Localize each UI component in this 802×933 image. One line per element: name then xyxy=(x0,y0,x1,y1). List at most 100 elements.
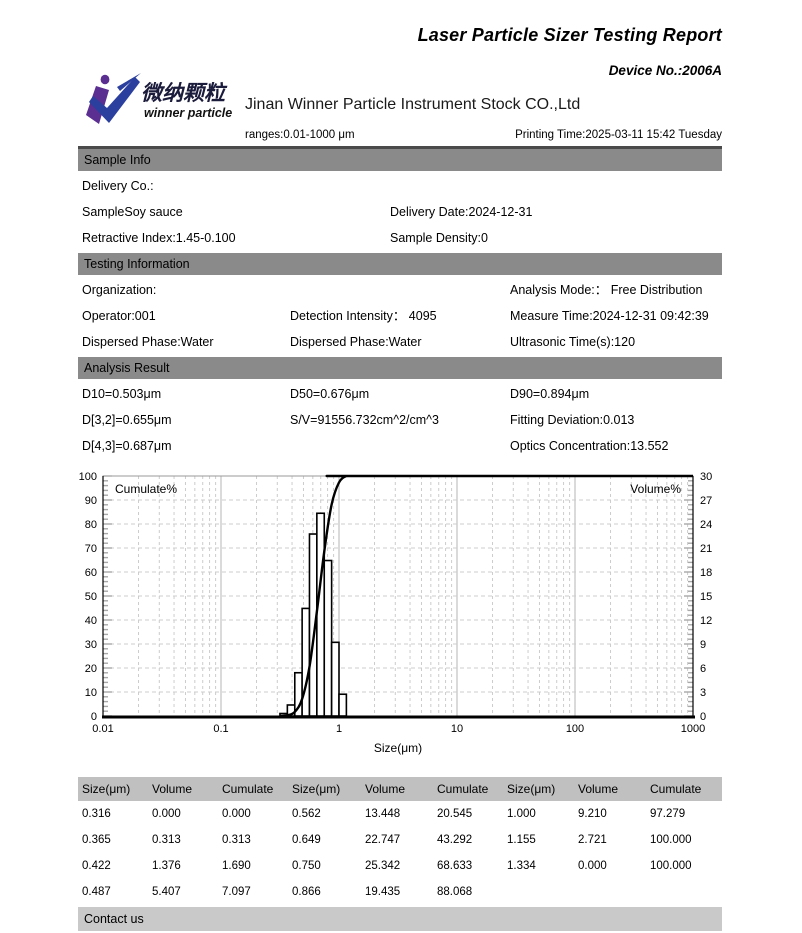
logo-graphic: 微纳颗粒 winner particle xyxy=(86,73,232,124)
table-cell: 20.545 xyxy=(437,808,473,820)
logo-brand-en: winner particle xyxy=(144,106,232,120)
table-cell: 13.448 xyxy=(365,808,401,820)
info-field: D50=0.676μm xyxy=(290,387,370,401)
volume-bar xyxy=(301,607,311,717)
y-right-tick-label: 3 xyxy=(700,687,706,699)
table-row: 0.487 5.407 7.097 0.866 19.435 88.068 xyxy=(78,879,722,905)
col-header-volume: Volume xyxy=(148,777,218,801)
section-header-analysis-result: Analysis Result xyxy=(78,357,722,379)
info-field: Dispersed Phase:Water xyxy=(290,335,422,349)
y-right-tick-label: 9 xyxy=(700,639,706,651)
y-left-tick-label: 70 xyxy=(85,543,97,555)
section-body: D10=0.503μm D50=0.676μm D90=0.894μm D[3,2]=… xyxy=(78,379,722,459)
table-header-row: Size(μm) Volume Cumulate Size(μm) Volume… xyxy=(78,777,722,801)
section-header-testing-information: Testing Information xyxy=(78,253,722,275)
section-sample-info: Sample Info Delivery Co.: SampleSoy sauce… xyxy=(78,149,722,251)
table-cell: 1.376 xyxy=(152,860,181,872)
contact-us-bar: Contact us xyxy=(78,907,722,931)
chart-canvas: 0102030405060708090100036912151821242730… xyxy=(79,471,713,755)
printing-time: Printing Time:2025-03-11 15:42 Tuesday xyxy=(515,129,722,141)
table-cell: 5.407 xyxy=(152,886,181,898)
info-field: Measure Time:2024-12-31 09:42:39 xyxy=(510,309,709,323)
info-row: D[3,2]=0.655μm S/V=91556.732cm^2/cm^3 Fitt… xyxy=(78,407,722,433)
y-left-tick-label: 40 xyxy=(85,615,97,627)
volume-bar xyxy=(338,693,348,717)
table-cell: 100.000 xyxy=(650,834,692,846)
y-left-tick-label: 80 xyxy=(85,519,97,531)
y-left-tick-label: 50 xyxy=(85,591,97,603)
cumulate-series-label: Cumulate% xyxy=(115,482,177,496)
info-field: Dispersed Phase:Water xyxy=(82,335,214,349)
size-distribution-table: Size(μm) Volume Cumulate Size(μm) Volume… xyxy=(78,777,722,905)
info-field: D[4,3]=0.687μm xyxy=(82,439,172,453)
info-row: Retractive Index:1.45-0.100 Sample Densit… xyxy=(78,225,722,251)
table-cell: 9.210 xyxy=(578,808,607,820)
section-header-sample-info: Sample Info xyxy=(78,149,722,171)
ranges-label: ranges:0.01-1000 μm xyxy=(245,129,355,141)
table-cell xyxy=(503,879,574,905)
y-right-tick-label: 24 xyxy=(700,519,712,531)
col-header-size: Size(μm) xyxy=(78,777,148,801)
section-title: Analysis Result xyxy=(84,361,170,375)
info-field: D90=0.894μm xyxy=(510,387,590,401)
table-cell: 1.690 xyxy=(222,860,251,872)
cumulate-curve xyxy=(279,474,693,718)
table-cell: 1.155 xyxy=(507,834,536,846)
x-tick-label: 1000 xyxy=(681,723,705,735)
section-title: Sample Info xyxy=(84,153,151,167)
table-cell: 0.365 xyxy=(82,834,111,846)
volume-bar xyxy=(316,512,326,717)
info-field: D10=0.503μm xyxy=(82,387,162,401)
y-right-tick-label: 0 xyxy=(700,711,706,723)
volume-bar xyxy=(330,641,340,717)
y-left-tick-label: 90 xyxy=(85,495,97,507)
table-row: 0.365 0.313 0.313 0.649 22.747 43.292 1.155 2.7… xyxy=(78,827,722,853)
header-divider xyxy=(78,146,722,149)
info-field: S/V=91556.732cm^2/cm^3 xyxy=(290,413,439,427)
table-cell: 88.068 xyxy=(437,886,473,898)
table-cell: 97.279 xyxy=(650,808,686,820)
table-cell: 25.342 xyxy=(365,860,401,872)
y-right-tick-label: 12 xyxy=(700,615,712,627)
info-row: Delivery Co.: xyxy=(78,173,722,199)
info-field: D[3,2]=0.655μm xyxy=(82,413,172,427)
table-cell: 22.747 xyxy=(365,834,401,846)
y-left-tick-label: 30 xyxy=(85,639,97,651)
winner-particle-logo: 微纳颗粒 winner particle xyxy=(84,73,238,125)
report-title: Laser Particle Sizer Testing Report xyxy=(417,25,722,45)
table-row: 0.422 1.376 1.690 0.750 25.342 68.633 1.334 0.0… xyxy=(78,853,722,879)
table-cell: 0.000 xyxy=(222,808,251,820)
table-cell: 0.487 xyxy=(82,886,111,898)
y-right-tick-label: 21 xyxy=(700,543,712,555)
y-left-tick-label: 100 xyxy=(79,471,97,483)
info-row: Organization: Analysis Mode:： Free Distri… xyxy=(78,277,722,303)
logo-head-dot xyxy=(100,74,110,85)
table-cell xyxy=(574,879,646,905)
table-cell: 19.435 xyxy=(365,886,401,898)
info-row: D10=0.503μm D50=0.676μm D90=0.894μm xyxy=(78,381,722,407)
section-analysis-result: Analysis Result D10=0.503μm D50=0.676μm D9… xyxy=(78,357,722,459)
x-tick-label: 10 xyxy=(451,723,463,735)
y-right-tick-label: 18 xyxy=(700,567,712,579)
table-cell: 0.313 xyxy=(152,834,181,846)
col-header-cumulate: Cumulate xyxy=(646,777,722,801)
table-row: 0.316 0.000 0.000 0.562 13.448 20.545 1.000 9.2… xyxy=(78,801,722,827)
y-right-tick-label: 15 xyxy=(700,591,712,603)
col-header-cumulate: Cumulate xyxy=(218,777,288,801)
volume-bar xyxy=(323,559,333,717)
col-header-cumulate: Cumulate xyxy=(433,777,503,801)
info-field: Ultrasonic Time(s):120 xyxy=(510,335,636,349)
info-field: Retractive Index:1.45-0.100 xyxy=(82,231,236,245)
table-cell: 0.649 xyxy=(292,834,321,846)
table-cell: 1.334 xyxy=(507,860,536,872)
table-cell xyxy=(646,879,722,905)
y-left-tick-label: 0 xyxy=(91,711,97,723)
info-field: Detection Intensity： 4095 xyxy=(290,309,437,323)
x-tick-label: 1 xyxy=(336,723,342,735)
info-field: Analysis Mode:： Free Distribution xyxy=(510,283,703,297)
info-row: Dispersed Phase:Water Dispersed Phase:Wat… xyxy=(78,329,722,355)
info-field: Sample Density:0 xyxy=(390,231,488,245)
table-cell: 0.000 xyxy=(578,860,607,872)
col-header-size: Size(μm) xyxy=(288,777,361,801)
